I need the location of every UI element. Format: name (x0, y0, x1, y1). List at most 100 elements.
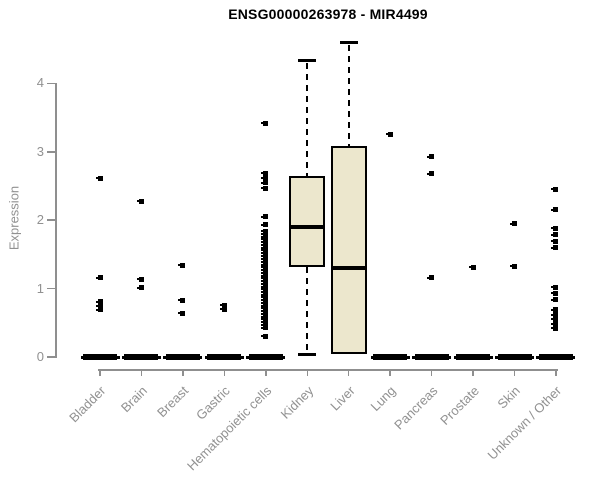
outlier-point-hematopoietic-cells (261, 316, 269, 322)
outlier-point-unknown-other (551, 232, 559, 238)
zero-bar-median-brain (124, 354, 159, 360)
x-axis-tick (99, 369, 101, 376)
outlier-point-breast (178, 297, 186, 303)
y-tick-label: 4 (36, 75, 44, 91)
y-tick-label: 2 (36, 212, 44, 228)
y-tick-label: 0 (36, 349, 44, 364)
outlier-point-unknown-other (551, 297, 559, 303)
outlier-point-hematopoietic-cells (261, 278, 269, 284)
y-tick-label: 1 (36, 280, 44, 296)
upper-whisker-kidney (306, 63, 309, 176)
outlier-point-hematopoietic-cells (261, 303, 269, 309)
outlier-point-hematopoietic-cells (261, 311, 269, 317)
outlier-point-unknown-other (551, 316, 559, 322)
outlier-point-hematopoietic-cells (261, 281, 269, 287)
outlier-point-hematopoietic-cells (261, 322, 269, 328)
outlier-point-hematopoietic-cells (261, 333, 269, 339)
upper-whisker-liver (347, 45, 350, 146)
x-tick-label-pancreas: Pancreas (390, 383, 441, 433)
outlier-point-hematopoietic-cells (261, 286, 269, 292)
outlier-point-hematopoietic-cells (261, 222, 269, 228)
outlier-point-hematopoietic-cells (261, 259, 269, 265)
y-tick-label: 3 (36, 143, 44, 159)
outlier-point-hematopoietic-cells (261, 170, 269, 176)
lower-whisker-kidney (306, 266, 309, 353)
outlier-point-unknown-other (551, 245, 559, 251)
x-tick-label-bladder: Bladder (66, 383, 109, 426)
outlier-point-hematopoietic-cells (261, 236, 269, 242)
outlier-point-unknown-other (551, 312, 559, 318)
outlier-point-hematopoietic-cells (261, 231, 269, 237)
outlier-point-bladder (95, 299, 103, 305)
zero-bar-median-hematopoietic-cells (248, 354, 283, 360)
outlier-point-hematopoietic-cells (261, 305, 269, 311)
outlier-point-hematopoietic-cells (261, 234, 269, 240)
outlier-point-hematopoietic-cells (261, 294, 269, 300)
x-tick-label-lung: Lung (367, 383, 399, 415)
x-axis-tick (182, 369, 184, 376)
x-tick-label-liver: Liver (326, 383, 358, 414)
outlier-point-hematopoietic-cells (261, 242, 269, 248)
zero-bar-median-breast (165, 354, 200, 360)
outlier-point-hematopoietic-cells (261, 273, 269, 279)
zero-bar-median-skin (497, 354, 532, 360)
median-line-liver (330, 266, 367, 271)
outlier-point-unknown-other (551, 325, 559, 331)
outlier-point-brain (136, 198, 144, 204)
x-axis-tick (513, 369, 516, 376)
outlier-point-hematopoietic-cells (261, 314, 269, 320)
x-tick-label-brain: Brain (117, 383, 151, 416)
outlier-point-breast (178, 262, 186, 268)
outlier-point-gastric (219, 306, 227, 312)
y-axis-tick (47, 356, 55, 358)
outlier-point-brain (136, 276, 144, 282)
x-tick-label-prostate: Prostate (436, 383, 482, 428)
x-axis-tick (389, 369, 391, 376)
zero-bar-median-bladder (83, 354, 117, 360)
outlier-point-hematopoietic-cells (261, 308, 269, 314)
outlier-point-hematopoietic-cells (261, 262, 269, 268)
outlier-point-breast (178, 310, 186, 316)
outlier-point-hematopoietic-cells (261, 228, 269, 234)
outlier-point-hematopoietic-cells (261, 270, 269, 276)
outlier-point-unknown-other (551, 186, 559, 192)
outlier-point-gastric (219, 302, 227, 308)
y-axis-line (55, 83, 57, 359)
x-axis-tick (430, 369, 433, 376)
x-axis-tick (472, 369, 474, 376)
zero-bar-median-lung (373, 354, 408, 360)
outlier-point-hematopoietic-cells (261, 264, 269, 270)
x-axis-tick (265, 369, 267, 376)
outlier-point-hematopoietic-cells (261, 214, 269, 220)
x-axis-tick (555, 369, 557, 376)
outlier-point-unknown-other (551, 238, 559, 244)
upper-whisker-cap-kidney (298, 58, 317, 62)
outlier-point-unknown-other (551, 207, 559, 213)
x-tick-label-gastric: Gastric (193, 383, 233, 423)
outlier-point-pancreas (427, 275, 435, 281)
outlier-point-brain (136, 285, 144, 291)
outlier-point-hematopoietic-cells (261, 275, 269, 281)
outlier-point-hematopoietic-cells (261, 267, 269, 273)
outlier-point-bladder (95, 303, 103, 309)
outlier-point-unknown-other (551, 284, 559, 290)
outlier-point-hematopoietic-cells (261, 120, 269, 126)
zero-bar-median-pancreas (414, 354, 449, 360)
outlier-point-hematopoietic-cells (261, 300, 269, 306)
outlier-point-hematopoietic-cells (261, 284, 269, 290)
outlier-point-skin (510, 263, 517, 269)
x-axis-tick (140, 369, 143, 376)
x-tick-label-breast: Breast (154, 383, 192, 421)
outlier-point-unknown-other (551, 307, 559, 313)
x-tick-label-unknown-other: Unknown / Other (484, 383, 565, 463)
outlier-point-hematopoietic-cells (261, 247, 269, 253)
chart-title: ENSG00000263978 - MIR4499 (228, 6, 428, 22)
x-axis-line (98, 369, 558, 371)
outlier-point-skin (510, 221, 517, 227)
outlier-point-hematopoietic-cells (261, 292, 269, 298)
x-axis-tick (347, 369, 350, 376)
x-tick-label-skin: Skin (494, 383, 524, 412)
iqr-box-liver (330, 145, 367, 355)
y-axis-tick (47, 287, 55, 290)
